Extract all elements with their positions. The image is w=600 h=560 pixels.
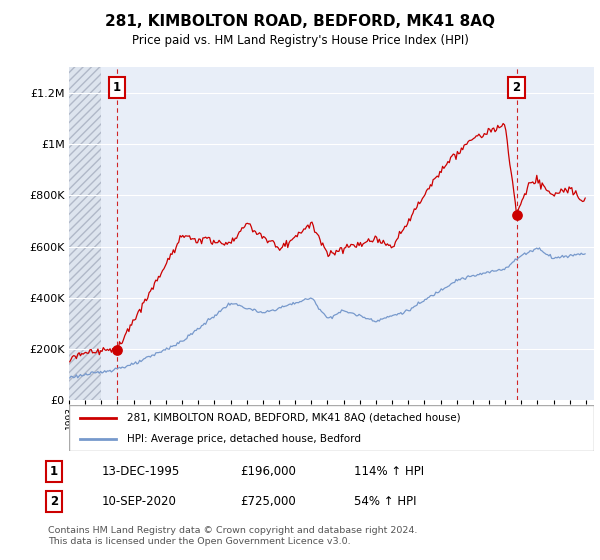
- Text: Contains HM Land Registry data © Crown copyright and database right 2024.
This d: Contains HM Land Registry data © Crown c…: [48, 526, 418, 546]
- Point: [112, 346, 122, 354]
- Text: 114% ↑ HPI: 114% ↑ HPI: [354, 465, 424, 478]
- Text: 13-DEC-1995: 13-DEC-1995: [102, 465, 180, 478]
- Text: £196,000: £196,000: [240, 465, 296, 478]
- Text: 1: 1: [113, 81, 121, 94]
- Text: 10-SEP-2020: 10-SEP-2020: [102, 494, 177, 508]
- Text: 54% ↑ HPI: 54% ↑ HPI: [354, 494, 416, 508]
- Point: [512, 210, 521, 219]
- Text: 1: 1: [50, 465, 58, 478]
- FancyBboxPatch shape: [69, 405, 594, 451]
- Text: 2: 2: [50, 494, 58, 508]
- Bar: [69, 67, 101, 400]
- Text: 281, KIMBOLTON ROAD, BEDFORD, MK41 8AQ: 281, KIMBOLTON ROAD, BEDFORD, MK41 8AQ: [105, 14, 495, 29]
- Text: £725,000: £725,000: [240, 494, 296, 508]
- Text: Price paid vs. HM Land Registry's House Price Index (HPI): Price paid vs. HM Land Registry's House …: [131, 34, 469, 46]
- Text: HPI: Average price, detached house, Bedford: HPI: Average price, detached house, Bedf…: [127, 435, 361, 444]
- Text: 281, KIMBOLTON ROAD, BEDFORD, MK41 8AQ (detached house): 281, KIMBOLTON ROAD, BEDFORD, MK41 8AQ (…: [127, 413, 460, 423]
- Text: 2: 2: [512, 81, 521, 94]
